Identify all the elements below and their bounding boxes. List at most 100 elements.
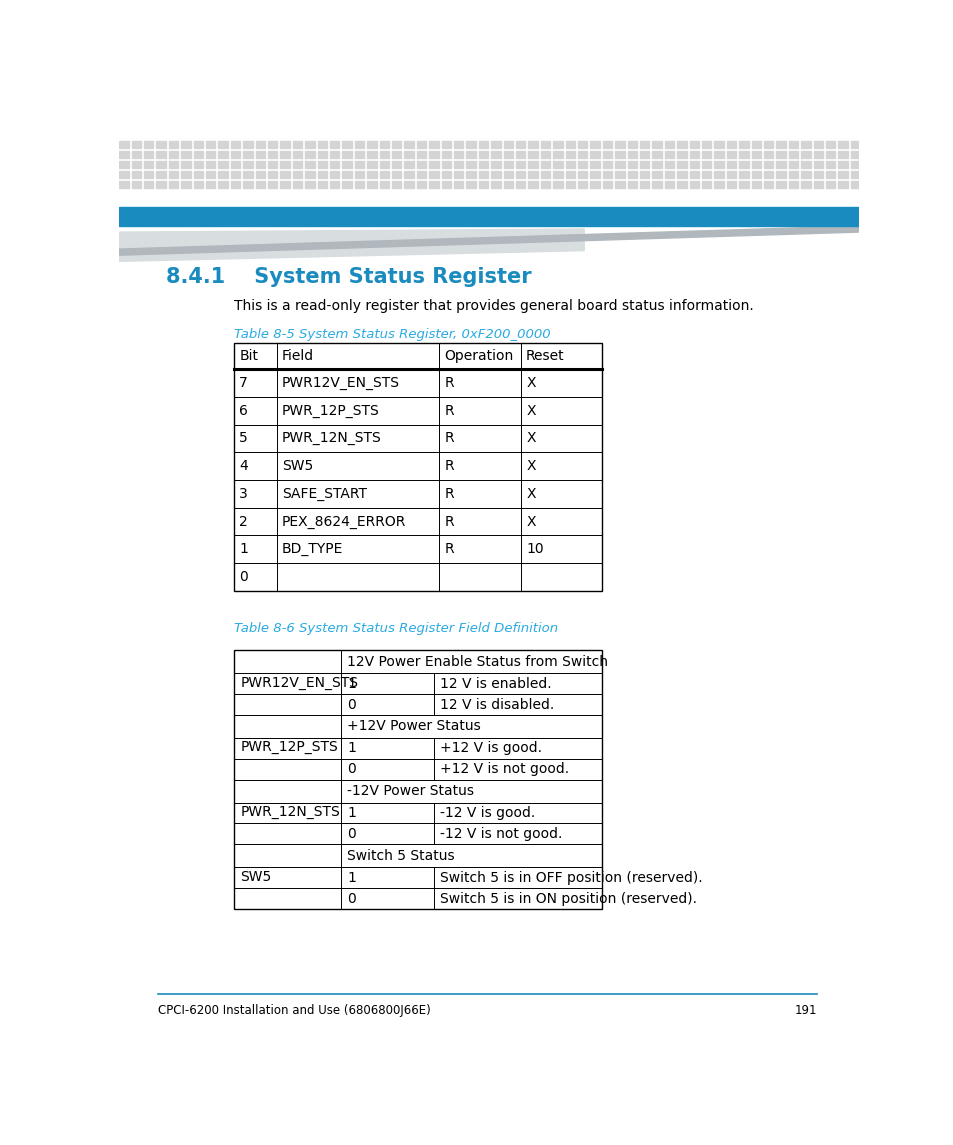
Bar xyxy=(193,172,203,179)
Bar xyxy=(342,141,352,148)
Bar xyxy=(714,151,723,158)
Bar xyxy=(392,172,401,179)
Bar xyxy=(218,161,228,168)
Bar xyxy=(280,161,290,168)
Bar xyxy=(850,181,860,188)
Text: -12 V is not good.: -12 V is not good. xyxy=(439,827,562,840)
Bar xyxy=(132,181,141,188)
Bar xyxy=(243,141,253,148)
Bar xyxy=(193,141,203,148)
Bar xyxy=(491,172,500,179)
Bar xyxy=(330,172,339,179)
Bar xyxy=(627,141,637,148)
Bar xyxy=(169,161,178,168)
Text: PWR12V_EN_STS: PWR12V_EN_STS xyxy=(282,376,399,390)
Bar xyxy=(590,172,599,179)
Bar xyxy=(454,151,463,158)
Text: Switch 5 is in OFF position (reserved).: Switch 5 is in OFF position (reserved). xyxy=(439,870,702,885)
Bar xyxy=(776,151,785,158)
Bar xyxy=(540,172,550,179)
Bar xyxy=(392,161,401,168)
Bar xyxy=(181,181,191,188)
Bar xyxy=(367,161,376,168)
Text: Switch 5 Status: Switch 5 Status xyxy=(347,848,455,863)
Bar xyxy=(739,181,748,188)
Bar xyxy=(788,181,798,188)
Text: R: R xyxy=(444,432,454,445)
Bar xyxy=(602,151,612,158)
Bar xyxy=(330,161,339,168)
Bar xyxy=(454,161,463,168)
Bar xyxy=(466,161,476,168)
Bar xyxy=(516,161,525,168)
Bar xyxy=(788,161,798,168)
Bar xyxy=(355,141,364,148)
Bar xyxy=(516,141,525,148)
Bar xyxy=(776,141,785,148)
Bar xyxy=(379,141,389,148)
Bar xyxy=(739,172,748,179)
Bar xyxy=(825,161,835,168)
Bar xyxy=(206,172,215,179)
Text: PEX_8624_ERROR: PEX_8624_ERROR xyxy=(282,514,406,529)
Text: R: R xyxy=(444,514,454,529)
Bar xyxy=(788,151,798,158)
Bar xyxy=(243,181,253,188)
Bar xyxy=(701,151,711,158)
Text: 0: 0 xyxy=(347,892,355,906)
Bar xyxy=(639,151,649,158)
Bar xyxy=(776,181,785,188)
Bar xyxy=(466,141,476,148)
Bar xyxy=(379,161,389,168)
Bar xyxy=(379,151,389,158)
Bar xyxy=(578,181,587,188)
Bar xyxy=(813,141,822,148)
Bar xyxy=(850,161,860,168)
Text: 1: 1 xyxy=(347,870,355,885)
Bar xyxy=(330,181,339,188)
Bar xyxy=(565,141,575,148)
Text: X: X xyxy=(525,432,535,445)
Bar xyxy=(404,161,414,168)
Text: 1: 1 xyxy=(239,543,248,556)
Bar xyxy=(664,181,674,188)
Bar xyxy=(677,141,686,148)
Bar xyxy=(491,181,500,188)
Bar xyxy=(231,172,240,179)
Bar xyxy=(516,151,525,158)
Bar xyxy=(652,161,661,168)
Bar xyxy=(206,161,215,168)
Bar xyxy=(144,141,153,148)
Text: SAFE_START: SAFE_START xyxy=(282,487,367,500)
Bar xyxy=(119,141,129,148)
Bar xyxy=(293,172,302,179)
Bar xyxy=(280,181,290,188)
Bar xyxy=(528,172,537,179)
Bar xyxy=(726,161,736,168)
Bar xyxy=(701,161,711,168)
Text: 0: 0 xyxy=(239,570,248,584)
Text: 12V Power Enable Status from Switch: 12V Power Enable Status from Switch xyxy=(347,655,607,669)
Bar xyxy=(466,151,476,158)
Bar xyxy=(503,181,513,188)
Bar xyxy=(317,172,327,179)
Bar xyxy=(813,172,822,179)
Bar xyxy=(701,181,711,188)
Bar xyxy=(602,172,612,179)
Bar xyxy=(664,151,674,158)
Bar xyxy=(491,161,500,168)
Bar xyxy=(751,181,760,188)
Bar xyxy=(119,181,129,188)
Bar xyxy=(355,181,364,188)
Text: PWR_12N_STS: PWR_12N_STS xyxy=(240,805,339,819)
Bar xyxy=(528,161,537,168)
Bar xyxy=(429,181,438,188)
Text: PWR_12P_STS: PWR_12P_STS xyxy=(282,404,379,418)
Text: +12 V is good.: +12 V is good. xyxy=(439,742,541,756)
Bar xyxy=(144,181,153,188)
Bar xyxy=(342,161,352,168)
Bar xyxy=(169,181,178,188)
Bar xyxy=(268,141,277,148)
Text: PWR_12P_STS: PWR_12P_STS xyxy=(240,740,337,755)
Bar xyxy=(825,151,835,158)
